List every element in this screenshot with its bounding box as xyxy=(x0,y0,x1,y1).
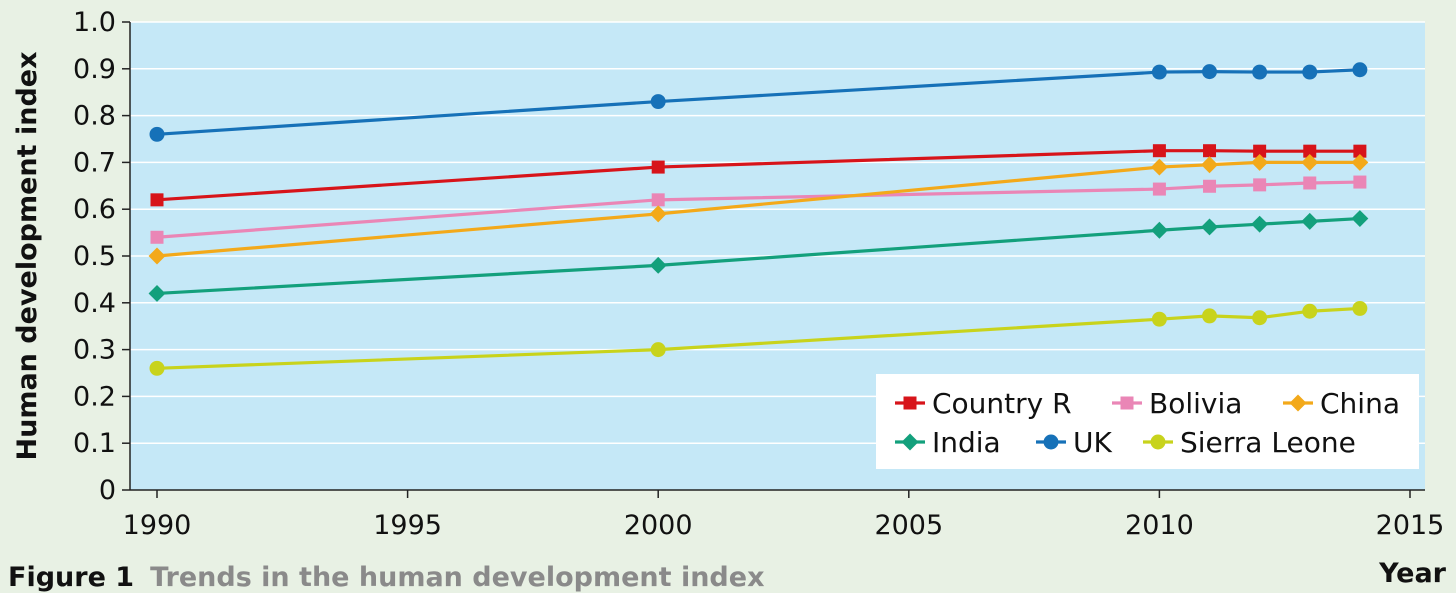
data-point-country-r xyxy=(1152,144,1166,158)
x-tick-label: 2010 xyxy=(1125,510,1194,541)
x-tick-label: 1995 xyxy=(373,510,442,541)
data-point-india xyxy=(1351,210,1369,228)
y-tick-label: 0 xyxy=(99,475,116,506)
data-point-bolivia xyxy=(1152,182,1166,196)
data-point-uk xyxy=(1302,64,1318,80)
x-tick-label: 1990 xyxy=(123,510,192,541)
data-point-sierra-leone xyxy=(1202,308,1217,324)
data-point-uk xyxy=(650,94,666,110)
legend-marker-bolivia xyxy=(1120,396,1134,410)
data-point-bolivia xyxy=(1303,176,1317,190)
data-point-india xyxy=(1150,221,1168,239)
data-point-uk xyxy=(149,126,165,142)
data-point-china xyxy=(148,247,166,265)
y-tick-label: 0.5 xyxy=(73,241,116,272)
legend-label-bolivia: Bolivia xyxy=(1149,387,1242,420)
legend-marker-uk xyxy=(1043,434,1059,450)
legend-marker-sierra-leone xyxy=(1150,434,1166,450)
data-point-country-r xyxy=(651,160,665,174)
data-point-bolivia xyxy=(1203,179,1217,193)
data-point-china xyxy=(1301,153,1319,171)
data-point-china xyxy=(1351,153,1369,171)
data-point-uk xyxy=(1202,64,1217,80)
x-tick-label: 2005 xyxy=(874,510,943,541)
legend-label-sierra-leone: Sierra Leone xyxy=(1180,426,1356,459)
data-point-sierra-leone xyxy=(650,342,666,358)
y-tick-label: 0.8 xyxy=(73,101,116,132)
x-tick-label: 2000 xyxy=(624,510,693,541)
data-point-india xyxy=(649,256,667,274)
data-point-sierra-leone xyxy=(1252,310,1268,326)
x-axis-title: Year xyxy=(1378,558,1447,589)
legend-marker-country-r xyxy=(903,396,917,410)
legend-marker-india xyxy=(901,433,919,451)
y-tick-label: 0.4 xyxy=(73,288,116,319)
data-point-india xyxy=(1251,215,1269,233)
y-tick-label: 1.0 xyxy=(73,7,116,38)
legend-marker-china xyxy=(1289,394,1307,412)
data-point-india xyxy=(1201,218,1218,236)
caption-number: Figure 1 xyxy=(8,562,135,593)
data-point-india xyxy=(148,284,166,302)
legend-label-country-r: Country R xyxy=(932,387,1072,420)
data-point-china xyxy=(1201,156,1218,174)
data-point-china xyxy=(649,205,667,223)
y-tick-label: 0.3 xyxy=(73,335,116,366)
y-tick-label: 0.7 xyxy=(73,147,116,178)
y-axis-title: Human development index xyxy=(12,52,43,461)
data-point-uk xyxy=(1352,62,1368,78)
data-point-country-r xyxy=(1353,144,1367,158)
legend-label-india: India xyxy=(932,426,1001,459)
data-point-bolivia xyxy=(1353,175,1367,189)
y-tick-label: 0.9 xyxy=(73,54,116,85)
data-point-country-r xyxy=(150,193,164,207)
x-tick-label: 2015 xyxy=(1376,510,1445,541)
legend-label-uk: UK xyxy=(1073,426,1112,459)
data-point-china xyxy=(1150,158,1168,176)
legend-label-china: China xyxy=(1320,387,1400,420)
y-tick-label: 0.6 xyxy=(73,194,116,225)
data-point-country-r xyxy=(1203,144,1217,158)
data-point-bolivia xyxy=(150,230,164,244)
figure-caption: Figure 1 Trends in the human development … xyxy=(8,562,764,593)
legend-box xyxy=(876,374,1419,469)
y-tick-label: 0.1 xyxy=(73,428,116,459)
data-point-uk xyxy=(1151,64,1167,80)
data-point-bolivia xyxy=(651,193,665,207)
caption-title: Trends in the human development index xyxy=(150,562,765,593)
data-point-uk xyxy=(1252,64,1268,80)
data-point-china xyxy=(1251,153,1269,171)
data-point-country-r xyxy=(1253,144,1267,158)
data-point-sierra-leone xyxy=(149,360,165,376)
y-tick-label: 0.2 xyxy=(73,381,116,412)
data-point-sierra-leone xyxy=(1352,300,1368,316)
data-point-sierra-leone xyxy=(1151,311,1167,327)
data-point-country-r xyxy=(1303,144,1317,158)
data-point-sierra-leone xyxy=(1302,303,1318,319)
data-point-india xyxy=(1301,212,1319,230)
data-point-bolivia xyxy=(1253,178,1267,192)
